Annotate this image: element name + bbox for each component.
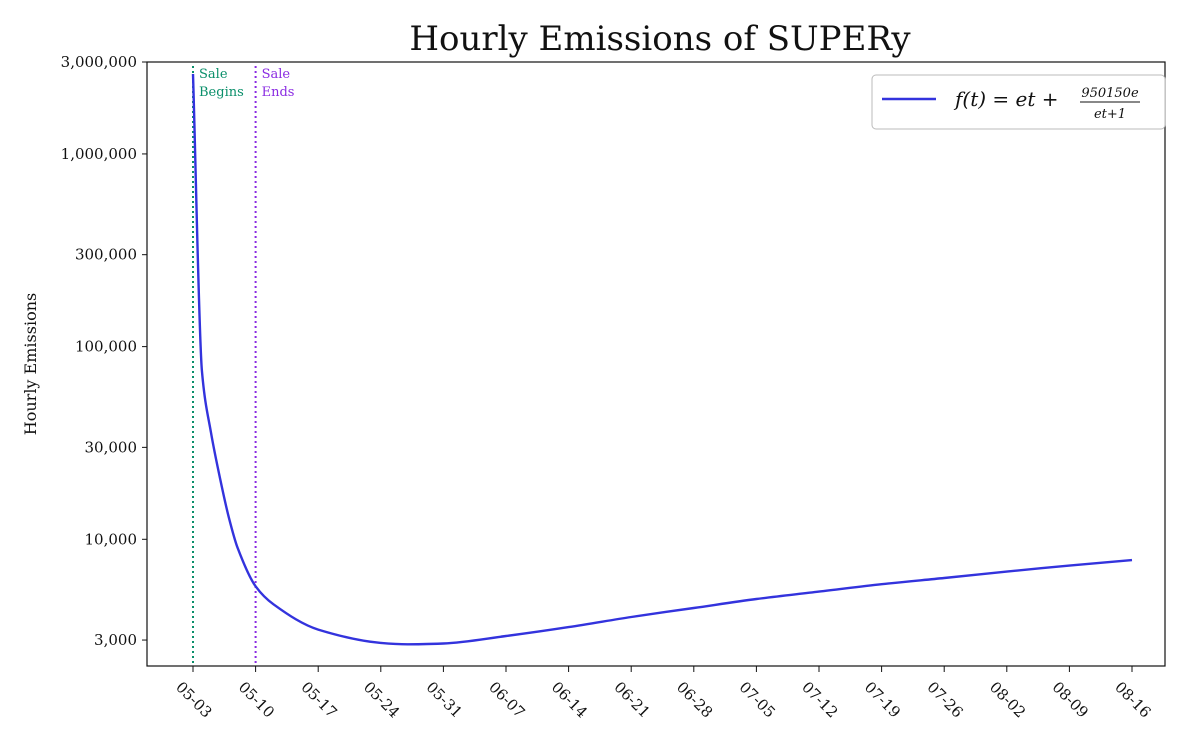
x-tick-label: 07-26 (923, 678, 966, 721)
x-tick-label: 05-10 (235, 678, 278, 721)
x-tick-label: 07-19 (861, 678, 904, 721)
x-tick-label: 06-14 (548, 678, 591, 721)
legend: f(t) = et + 950150e et+1 (871, 74, 1166, 130)
plot-frame (146, 61, 1166, 667)
x-tick-label: 08-16 (1111, 678, 1154, 721)
x-tick-label: 05-17 (297, 678, 340, 721)
event-label: Sale (199, 67, 228, 82)
y-tick-label: 3,000 (94, 631, 137, 649)
x-tick-label: 05-24 (360, 678, 403, 721)
y-tick-label: 30,000 (85, 438, 138, 456)
x-tick-label: 06-28 (673, 678, 716, 721)
x-tick-label: 07-05 (736, 678, 779, 721)
x-axis: 05-03 05-10 05-17 05-24 05-31 06-07 06-14 06-21… (172, 666, 1154, 721)
y-axis: 3,000 10,000 30,000 100,000 300,000 1,000,000… (61, 53, 147, 649)
x-tick-label: 07-12 (798, 678, 841, 721)
legend-label-denominator: et+1 (1094, 107, 1126, 122)
y-tick-label: 10,000 (85, 530, 138, 548)
series-line-emissions (191, 73, 1133, 646)
x-tick-label: 06-07 (485, 678, 528, 721)
legend-label-numerator: 950150e (1081, 86, 1139, 101)
y-axis-label: Hourly Emissions (21, 293, 40, 435)
event-label: Ends (262, 85, 295, 100)
x-tick-label: 06-21 (610, 678, 653, 721)
event-label: Begins (199, 85, 244, 100)
legend-box (871, 74, 1166, 130)
y-tick-label: 3,000,000 (61, 53, 137, 71)
legend-label-prefix: f(t) = et + (953, 87, 1059, 111)
x-tick-label: 08-09 (1049, 678, 1092, 721)
y-tick-label: 1,000,000 (61, 145, 137, 163)
chart-title: Hourly Emissions of SUPERy (409, 19, 911, 59)
x-tick-label: 05-31 (423, 678, 466, 721)
x-tick-label: 05-03 (172, 678, 215, 721)
event-lines: Sale Begins Sale Ends (192, 66, 295, 666)
y-tick-label: 100,000 (75, 338, 137, 356)
y-tick-label: 300,000 (75, 246, 137, 264)
event-label: Sale (262, 67, 291, 82)
x-tick-label: 08-02 (986, 678, 1029, 721)
